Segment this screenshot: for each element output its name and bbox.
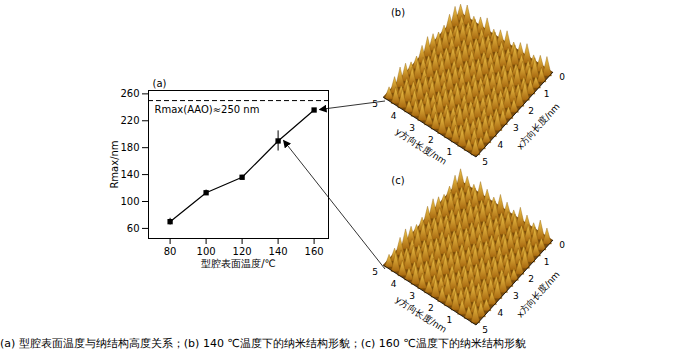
svg-text:0: 0	[559, 240, 565, 250]
svg-text:220: 220	[120, 115, 139, 126]
svg-text:5: 5	[482, 157, 488, 167]
svg-text:5: 5	[372, 99, 378, 109]
svg-text:120: 120	[233, 246, 252, 257]
svg-text:(a): (a)	[153, 78, 167, 89]
svg-text:140: 140	[120, 169, 139, 180]
svg-text:x方向长度/nm: x方向长度/nm	[515, 269, 562, 319]
svg-text:(b): (b)	[391, 7, 405, 18]
svg-text:Rmax/nm: Rmax/nm	[109, 140, 120, 188]
svg-text:80: 80	[164, 246, 177, 257]
svg-text:x方向长度/nm: x方向长度/nm	[515, 101, 562, 151]
svg-text:100: 100	[197, 246, 216, 257]
svg-text:2: 2	[528, 106, 534, 116]
svg-text:2: 2	[428, 135, 434, 145]
svg-text:1: 1	[447, 315, 453, 325]
svg-text:y方向长度/nm: y方向长度/nm	[394, 126, 449, 166]
svg-text:2: 2	[528, 274, 534, 284]
svg-text:1: 1	[544, 89, 550, 99]
svg-text:4: 4	[391, 111, 397, 121]
svg-text:4: 4	[498, 308, 504, 318]
svg-text:1: 1	[544, 257, 550, 267]
svg-text:0: 0	[559, 72, 565, 82]
svg-text:260: 260	[120, 88, 139, 99]
svg-text:3: 3	[409, 123, 415, 133]
svg-text:2: 2	[428, 303, 434, 313]
svg-text:3: 3	[513, 291, 519, 301]
svg-text:y方向长度/nm: y方向长度/nm	[394, 294, 449, 334]
svg-text:型腔表面温度/℃: 型腔表面温度/℃	[201, 258, 276, 269]
svg-text:4: 4	[391, 279, 397, 289]
svg-text:60: 60	[127, 223, 140, 234]
svg-text:3: 3	[513, 123, 519, 133]
svg-text:5: 5	[372, 267, 378, 277]
svg-text:Rmax(AAO)≈250 nm: Rmax(AAO)≈250 nm	[155, 104, 260, 115]
svg-text:180: 180	[120, 142, 139, 153]
svg-text:100: 100	[120, 196, 139, 207]
svg-text:1: 1	[447, 147, 453, 157]
svg-text:(c): (c)	[391, 175, 404, 186]
svg-text:160: 160	[305, 246, 324, 257]
svg-text:3: 3	[409, 291, 415, 301]
svg-text:5: 5	[482, 325, 488, 335]
svg-text:140: 140	[269, 246, 288, 257]
svg-text:4: 4	[498, 140, 504, 150]
html-text:(a) 型腔表面温度与纳结构高度关系；(b) 140 ℃温度: (a) 型腔表面温度与纳结构高度关系；(b) 140 ℃温度下的纳米结构形貌；(…	[0, 337, 526, 350]
